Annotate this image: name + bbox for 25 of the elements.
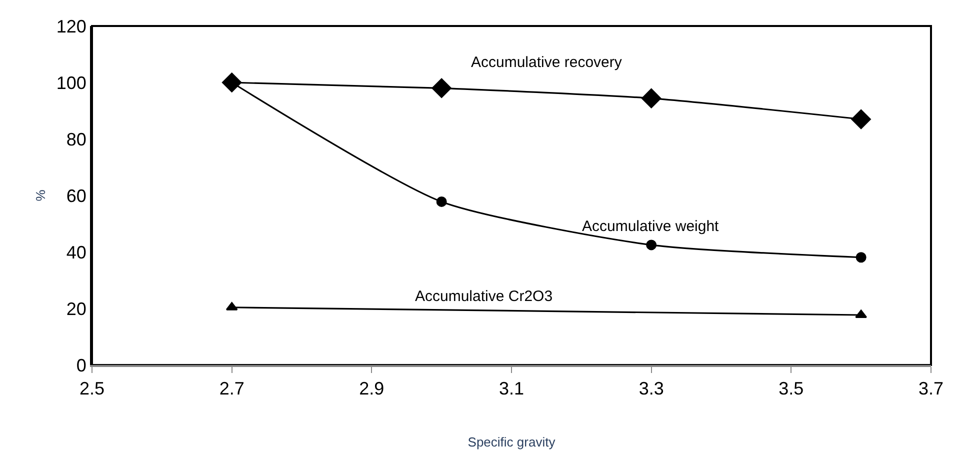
point	[856, 252, 866, 263]
y-axis-title: %	[32, 189, 48, 202]
point	[851, 109, 871, 130]
series-label: Accumulative Cr2O3	[415, 288, 553, 305]
y-tick-label: 120	[56, 16, 86, 36]
x-tick-label: 3.5	[778, 378, 804, 399]
x-tick-label: 3.3	[638, 378, 664, 399]
point	[436, 196, 447, 207]
point	[432, 78, 452, 98]
x-tick-label: 2.5	[79, 378, 105, 399]
x-axis-title: Specific gravity	[468, 434, 556, 450]
x-tick-label: 2.7	[219, 378, 244, 399]
y-tick-label: 40	[66, 242, 86, 262]
y-tick-label: 0	[76, 355, 86, 376]
x-tick-label: 3.7	[918, 378, 944, 399]
y-tick-label: 60	[66, 186, 86, 206]
y-tick-label: 80	[66, 129, 86, 150]
series-label: Accumulative recovery	[471, 54, 622, 71]
y-tick-label: 20	[66, 298, 86, 319]
point	[641, 88, 662, 108]
x-tick-label: 2.9	[359, 378, 384, 399]
x-tick-label: 3.1	[498, 378, 524, 399]
y-tick-label: 100	[56, 72, 86, 93]
point	[646, 240, 657, 250]
series-label: Accumulative weight	[582, 218, 720, 235]
